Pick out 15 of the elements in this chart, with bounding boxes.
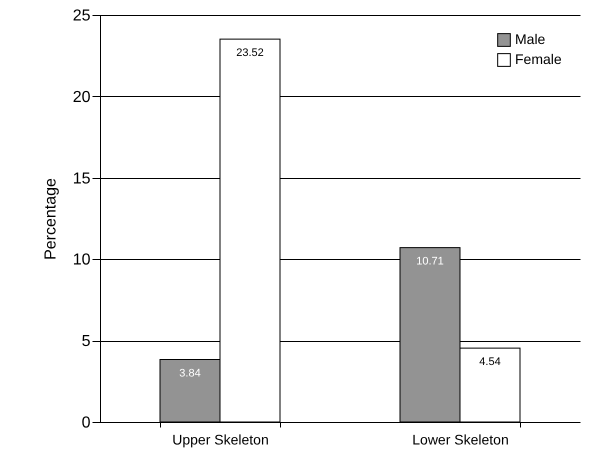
y-tick-label: 10 <box>72 252 91 269</box>
legend-label: Male <box>515 31 546 47</box>
y-tick-label: 5 <box>82 333 91 350</box>
x-tick-label: Lower Skeleton <box>412 432 509 448</box>
data-label: 3.84 <box>179 367 201 380</box>
y-tick-label: 20 <box>72 88 91 106</box>
y-axis-title: Percentage <box>42 178 60 260</box>
y-tick-label: 25 <box>72 8 91 24</box>
y-tick-label: 0 <box>82 414 91 432</box>
y-tick-label: 15 <box>72 170 91 188</box>
legend-label: Female <box>515 51 562 67</box>
x-tick-label: Upper Skeleton <box>172 432 269 448</box>
data-label: 10.71 <box>416 256 444 268</box>
data-label: 4.54 <box>479 356 501 368</box>
data-label: 23.52 <box>236 47 264 60</box>
